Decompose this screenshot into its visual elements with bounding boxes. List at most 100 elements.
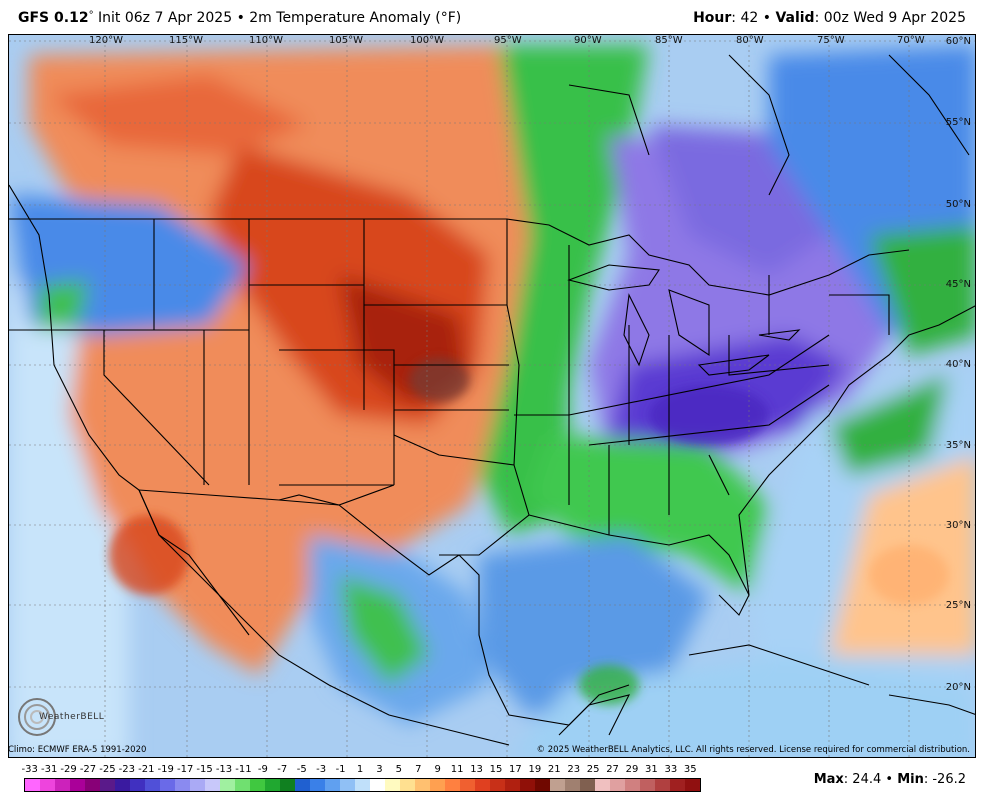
legend-swatch [385,779,400,791]
logo-swirl-icon [18,698,56,736]
legend-swatch [235,779,250,791]
legend-tick-label: 9 [434,764,441,775]
legend-swatch [55,779,70,791]
legend-tick-label: -3 [316,764,327,775]
lon-label: 85°W [655,35,683,46]
legend-swatch [610,779,625,791]
valid-time: Hour: 42 • Valid: 00z Wed 9 Apr 2025 [693,10,966,32]
map-title: GFS 0.12° Init 06z 7 Apr 2025 • 2m Tempe… [18,10,461,32]
legend-swatch [550,779,565,791]
legend-swatch [565,779,580,791]
lat-label: 20°N [945,682,971,693]
lon-label: 120°W [89,35,123,46]
min-label: Min [897,772,924,787]
legend-swatch [310,779,325,791]
legend-swatch [220,779,235,791]
valid-value: : 00z Wed 9 Apr 2025 [814,10,966,26]
legend-swatch [370,779,385,791]
weatherbell-logo: WeatherBELL [15,695,105,739]
map-canvas [9,35,975,757]
lon-label: 70°W [897,35,925,46]
max-value: : 24.4 • [843,772,898,787]
lat-label: 25°N [945,600,971,611]
legend-tick-label: 29 [625,764,639,775]
legend-swatch [355,779,370,791]
legend-swatch [325,779,340,791]
legend-swatch [280,779,295,791]
legend-tick-label: 17 [509,764,522,775]
legend-swatch [400,779,415,791]
legend-tick-label: 35 [683,764,697,775]
legend-tick-label: -7 [277,764,288,775]
init-description: Init 06z 7 Apr 2025 • 2m Temperature Ano… [93,10,462,26]
legend-tick-label: -25 [99,764,116,775]
lon-label: 105°W [329,35,363,46]
legend-swatch [205,779,220,791]
lon-label: 110°W [249,35,283,46]
legend-swatch [535,779,550,791]
legend-tick-label: -13 [215,764,233,775]
legend-swatch [475,779,490,791]
legend-tick-label: 1 [356,764,364,775]
hour-value: : 42 • [731,10,776,26]
legend-tick-label: 3 [376,764,383,775]
lat-label: 50°N [945,199,971,210]
valid-label: Valid [775,10,815,26]
lon-label: 90°W [574,35,602,46]
legend-labels: -33 -31 -29 -27 -25 -23 -21 -19 -17 -15 -13 -11 -9 -7… [14,764,704,778]
legend-swatch [580,779,595,791]
legend-swatch [415,779,430,791]
legend-swatch [130,779,145,791]
max-min-readout: Max: 24.4 • Min: -26.2 [814,772,966,787]
legend-tick-label: -11 [235,764,252,775]
legend-swatch [625,779,640,791]
legend-swatch [85,779,100,791]
legend-tick-label: -23 [118,764,136,775]
lat-label: 30°N [945,520,971,531]
legend-swatch [685,779,700,791]
legend-tick-label: 19 [528,764,542,775]
degree-mark: ° [88,10,94,21]
legend-swatch [430,779,445,791]
legend-swatch [505,779,520,791]
lon-label: 80°W [736,35,764,46]
logo-text: WeatherBELL [39,712,105,722]
legend-tick-label: 13 [470,764,483,775]
legend-tick-label: 21 [547,764,561,775]
legend-swatch [145,779,160,791]
copyright-credit: © 2025 WeatherBELL Analytics, LLC. All r… [536,745,970,755]
legend-swatch [445,779,460,791]
legend-swatch [265,779,280,791]
legend-tick-label: -5 [296,764,307,775]
legend-tick-label: 25 [586,764,600,775]
legend-tick-label: -21 [138,764,155,775]
legend-swatch [115,779,130,791]
lon-label: 115°W [169,35,203,46]
legend-swatch [460,779,475,791]
legend-swatch [295,779,310,791]
legend-swatch [520,779,535,791]
lon-label: 100°W [410,35,444,46]
legend-swatch [25,779,40,791]
lat-label: 35°N [945,440,971,451]
legend-tick-label: -9 [257,764,268,775]
legend-swatch [100,779,115,791]
hour-label: Hour [693,10,732,26]
lon-label: 95°W [494,35,522,46]
legend-tick-label: -1 [335,764,346,775]
legend-tick-label: -19 [157,764,174,775]
legend-tick-label: -33 [21,764,38,775]
anomaly-map: 120°W 115°W 110°W 105°W 100°W 95°W 90°W … [8,34,976,758]
legend-swatch [40,779,55,791]
legend-tick-label: 33 [664,764,678,775]
lon-label: 75°W [817,35,845,46]
political-borders [9,54,975,746]
lat-label: 45°N [945,279,971,290]
legend-swatch [70,779,85,791]
legend-tick-label: 5 [395,764,403,775]
legend-swatch [340,779,355,791]
legend-tick-label: -31 [40,764,58,775]
max-label: Max [813,772,844,787]
legend-tick-label: 11 [450,764,464,775]
legend-colorbar [24,778,701,792]
